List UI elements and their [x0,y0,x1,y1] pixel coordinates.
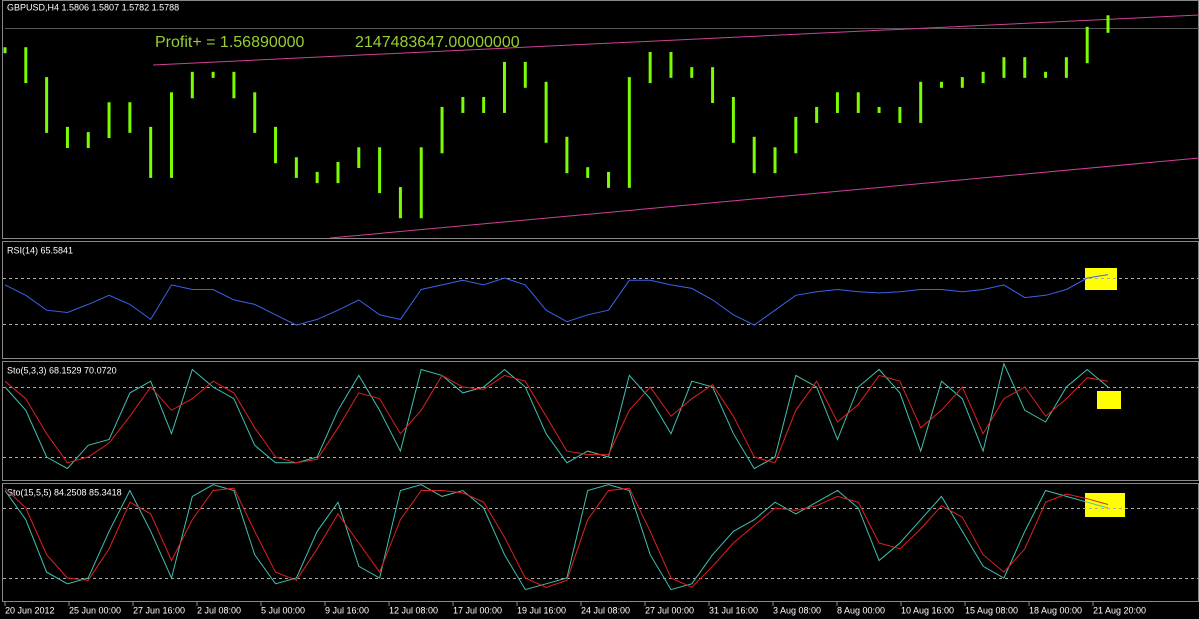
price-bar [627,77,631,188]
time-label: 5 Jul 00:00 [261,605,305,615]
time-label: 10 Aug 16:00 [901,605,954,615]
price-bar [815,106,819,123]
indicator-label: Sto(15,5,5) 84.2508 85.3418 [7,487,122,497]
time-label: 9 Jul 16:00 [325,605,369,615]
price-bar [419,147,423,219]
price-bar [940,81,944,88]
price-bar [1002,57,1006,78]
time-label: 31 Jul 16:00 [709,605,758,615]
time-label: 19 Jul 16:00 [517,605,566,615]
price-bar [919,81,923,123]
price-bar [1023,57,1027,78]
indicator-line [4,374,1109,464]
price-bar [960,77,964,88]
price-bar [294,157,298,178]
price-bar [1106,15,1110,33]
price-bar [482,97,486,113]
price-bar [835,92,839,113]
time-label: 27 Jul 00:00 [645,605,694,615]
time-label: 21 Aug 20:00 [1093,605,1146,615]
price-bar [45,77,49,133]
price-bar [1044,71,1048,78]
annotation: 2147483647.00000000 [355,34,520,51]
trendline [152,14,1199,66]
price-bar [315,171,319,184]
price-bar [1064,57,1068,78]
price-bar [149,126,153,178]
price-bar [607,171,611,188]
price-bar [690,67,694,78]
time-label: 2 Jul 08:00 [197,605,241,615]
indicator-line [4,362,1109,470]
price-bar [211,71,215,78]
price-bar [731,97,735,143]
price-bar [502,61,506,113]
time-label: 20 Jun 2012 [5,605,55,615]
time-label: 8 Aug 00:00 [837,605,885,615]
indicator-line [4,487,1109,588]
price-bar [440,106,444,154]
time-label: 12 Jul 08:00 [389,605,438,615]
price-bar [65,126,69,149]
price-bar [711,67,715,103]
indicator-label: Sto(5,3,3) 68.1529 70.0720 [7,365,117,375]
price-bar [648,51,652,84]
price-bar [232,71,236,99]
price-bar [898,106,902,123]
price-bar [877,106,881,113]
time-label: 17 Jul 00:00 [453,605,502,615]
price-bar [190,71,194,99]
price-bar [253,92,257,133]
price-bar [565,136,569,174]
price-bar [544,81,548,143]
price-bar [357,147,361,168]
highlight [1097,391,1121,409]
price-bar [24,47,28,84]
price-bar [856,92,860,113]
price-bar [3,47,7,54]
price-bar [669,51,673,78]
price-bar [398,187,402,219]
price-bar [128,102,132,133]
price-bar [378,147,382,194]
indicator-line [4,484,1109,591]
price-bar [1085,26,1089,64]
time-label: 3 Aug 08:00 [773,605,821,615]
price-bar [461,97,465,113]
price-bar [274,126,278,164]
price-bar [981,71,985,84]
chart-header: GBPUSD,H4 1.5806 1.5807 1.5782 1.5788 [7,2,179,12]
price-bar [773,147,777,174]
highlight [1085,493,1125,517]
price-bar [586,167,590,178]
price-bar [336,161,340,184]
time-label: 24 Jul 08:00 [581,605,630,615]
price-bar [794,116,798,154]
time-label: 18 Aug 00:00 [1029,605,1082,615]
price-bar [523,61,527,88]
price-bar [86,132,90,149]
indicator-line [4,274,1109,326]
indicator-label: RSI(14) 65.5841 [7,245,73,255]
price-bar [169,92,173,178]
price-bar [107,102,111,139]
time-label: 15 Aug 08:00 [965,605,1018,615]
time-label: 27 Jun 16:00 [133,605,185,615]
time-label: 25 Jun 00:00 [69,605,121,615]
trendline [329,157,1199,239]
price-bar [752,136,756,174]
annotation: Profit+ = 1.56890000 [155,34,305,51]
